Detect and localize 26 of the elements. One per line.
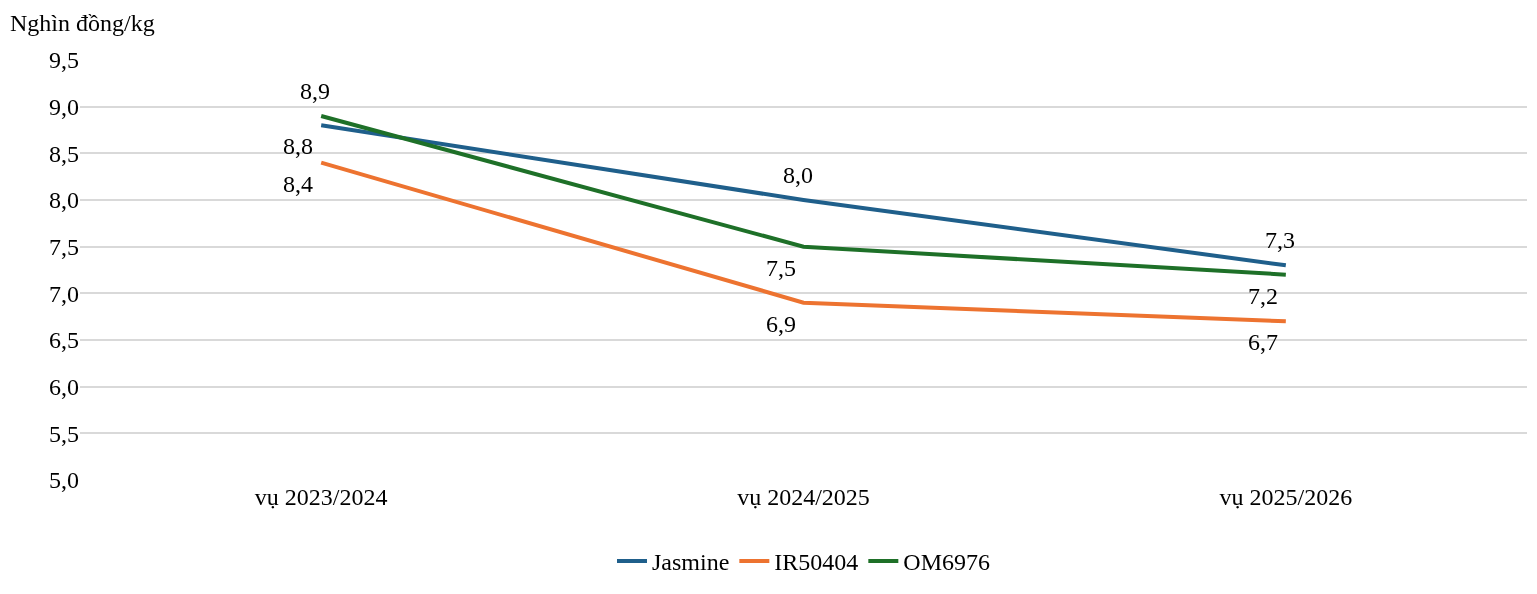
data-label: 8,8 [283, 133, 313, 159]
y-tick-label: 6,5 [49, 327, 79, 354]
x-tick-label: vụ 2023/2024 [254, 484, 388, 510]
legend-label: OM6976 [903, 549, 990, 576]
data-label: 7,3 [1265, 227, 1295, 253]
data-label: 7,2 [1248, 283, 1278, 309]
y-tick-label: 6,0 [49, 374, 79, 401]
y-tick-label: 9,5 [49, 47, 79, 74]
data-label: 7,5 [766, 255, 796, 281]
data-label: 8,4 [283, 171, 313, 197]
y-tick-label: 7,5 [49, 234, 79, 261]
legend-label: IR50404 [774, 549, 859, 576]
data-label: 8,0 [783, 162, 813, 188]
data-label: 6,9 [766, 311, 796, 337]
x-tick-label: vụ 2024/2025 [737, 484, 870, 510]
y-tick-label: 9,0 [49, 94, 79, 121]
y-tick-label: 8,0 [49, 187, 79, 214]
data-label: 6,7 [1248, 329, 1278, 355]
legend-label: Jasmine [652, 549, 730, 576]
y-tick-label: 5,5 [49, 420, 79, 447]
y-tick-label: 7,0 [49, 280, 79, 307]
y-tick-label: 5,0 [49, 467, 79, 494]
x-tick-label: vụ 2025/2026 [1219, 484, 1353, 510]
y-tick-label: 8,5 [49, 140, 79, 167]
data-label: 8,9 [300, 78, 330, 104]
y-axis-title: Nghìn đồng/kg [10, 10, 155, 36]
